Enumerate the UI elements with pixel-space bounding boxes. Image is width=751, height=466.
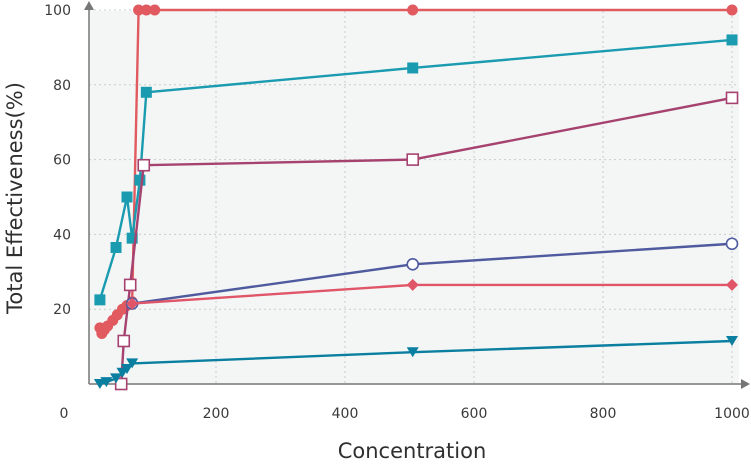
x-tick-label: 400 — [332, 406, 359, 422]
data-point — [134, 174, 146, 186]
data-point — [140, 4, 152, 16]
data-point — [406, 153, 420, 166]
data-point — [114, 377, 128, 391]
data-point — [126, 358, 139, 369]
x-axis-title: Concentration — [338, 439, 487, 463]
data-point — [110, 373, 123, 384]
data-point — [725, 91, 739, 105]
x-tick-label: 0 — [60, 406, 69, 422]
data-point — [110, 241, 122, 253]
data-point — [121, 191, 133, 203]
y-axis-arrow — [84, 1, 94, 10]
grid — [89, 9, 739, 384]
tick-labels: 0 200 400 600 800 1000 20 40 60 80 100 — [44, 3, 750, 422]
x-axis-arrow — [741, 379, 750, 389]
x-tick-label: 600 — [461, 406, 488, 422]
series-group — [93, 4, 739, 391]
series-line — [119, 96, 733, 385]
data-point — [123, 278, 137, 292]
data-point — [406, 258, 420, 271]
data-point — [117, 334, 131, 348]
data-point — [726, 278, 738, 291]
x-tick-label: 200 — [203, 406, 230, 422]
y-tick-label: 20 — [53, 302, 71, 318]
data-point — [149, 4, 161, 16]
data-point — [137, 158, 151, 172]
data-point — [726, 335, 738, 346]
data-point — [93, 379, 106, 389]
axes — [84, 1, 750, 389]
data-point — [726, 4, 738, 16]
y-tick-label: 100 — [44, 3, 71, 19]
x-tick-label: 800 — [590, 406, 617, 422]
y-axis-title: Total Effectiveness(%) — [3, 82, 27, 315]
data-point — [726, 34, 738, 46]
series-3 — [114, 91, 739, 391]
data-point — [407, 4, 419, 16]
data-point — [407, 62, 419, 74]
series-5 — [126, 278, 738, 310]
x-tick-label: 1000 — [714, 406, 750, 422]
data-point — [140, 86, 152, 98]
data-point — [133, 4, 145, 16]
data-point — [725, 237, 739, 251]
data-point — [126, 232, 138, 244]
series-line — [98, 38, 733, 301]
y-tick-label: 40 — [53, 227, 71, 243]
data-point — [94, 294, 106, 306]
data-point — [120, 364, 133, 375]
y-tick-label: 80 — [53, 78, 71, 94]
data-point — [126, 297, 139, 310]
data-point — [406, 347, 419, 358]
data-point — [100, 377, 113, 388]
y-tick-label: 60 — [53, 153, 71, 169]
series-2 — [94, 34, 738, 306]
series-6 — [93, 335, 738, 389]
data-point — [406, 278, 419, 291]
